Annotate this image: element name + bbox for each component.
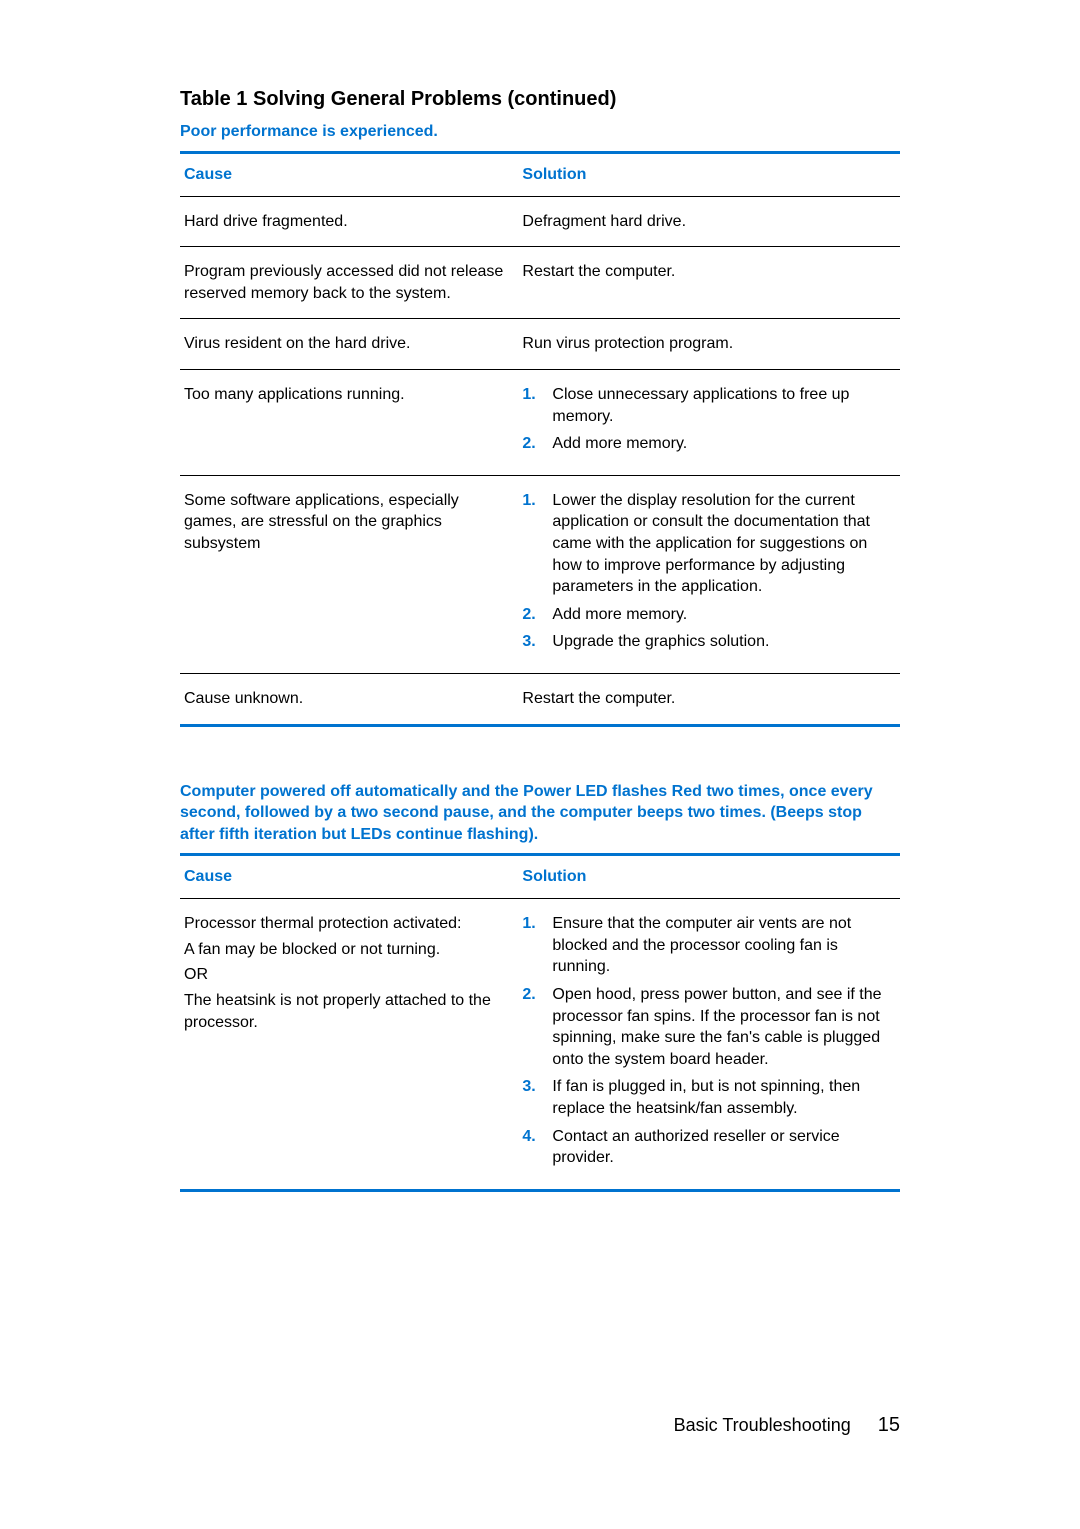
list-number: 1. [522, 384, 552, 433]
cause-line: Processor thermal protection activated: [184, 913, 514, 935]
solution-cell: Run virus protection program. [518, 319, 900, 370]
table-caption: Table 1 Solving General Problems (contin… [180, 88, 900, 111]
solution-cell: Restart the computer. [518, 673, 900, 725]
problem-heading-1: Poor performance is experienced. [180, 121, 900, 143]
table-row: Cause unknown. Restart the computer. [180, 673, 900, 725]
footer-page-number: 15 [878, 1414, 900, 1436]
cause-line: A fan may be blocked or not turning. [184, 939, 514, 961]
table-title: Solving General Problems (continued) [253, 88, 616, 110]
problem-heading-2: Computer powered off automatically and t… [180, 781, 900, 846]
list-number: 3. [522, 1076, 552, 1125]
numbered-list: 1.Lower the display resolution for the c… [522, 490, 896, 659]
cause-line: OR [184, 964, 514, 986]
page: Table 1 Solving General Problems (contin… [0, 0, 1080, 1529]
solution-cell: 1.Close unnecessary applications to free… [518, 369, 900, 475]
list-number: 3. [522, 631, 552, 659]
cause-line: The heatsink is not properly attached to… [184, 990, 514, 1033]
col-header-solution: Solution [518, 855, 900, 899]
numbered-list: 1.Close unnecessary applications to free… [522, 384, 896, 461]
list-text: Open hood, press power button, and see i… [552, 984, 896, 1076]
table-number: Table 1 [180, 88, 253, 110]
table-row: Hard drive fragmented. Defragment hard d… [180, 196, 900, 247]
cause-cell: Virus resident on the hard drive. [180, 319, 518, 370]
numbered-list: 1.Ensure that the computer air vents are… [522, 913, 896, 1175]
list-text: Contact an authorized reseller or servic… [552, 1126, 896, 1175]
list-number: 2. [522, 433, 552, 461]
list-text: Ensure that the computer air vents are n… [552, 913, 896, 984]
section-gap [180, 727, 900, 775]
list-number: 2. [522, 604, 552, 632]
cause-cell: Program previously accessed did not rele… [180, 247, 518, 319]
list-number: 4. [522, 1126, 552, 1175]
solution-cell: Restart the computer. [518, 247, 900, 319]
cause-cell: Processor thermal protection activated: … [180, 899, 518, 1191]
col-header-cause: Cause [180, 855, 518, 899]
solution-cell: 1.Ensure that the computer air vents are… [518, 899, 900, 1191]
list-number: 1. [522, 490, 552, 604]
solution-cell: Defragment hard drive. [518, 196, 900, 247]
list-text: Lower the display resolution for the cur… [552, 490, 896, 604]
list-text: Upgrade the graphics solution. [552, 631, 896, 659]
cause-cell: Too many applications running. [180, 369, 518, 475]
cause-cell: Cause unknown. [180, 673, 518, 725]
table-row: Virus resident on the hard drive. Run vi… [180, 319, 900, 370]
troubleshooting-table-2: Cause Solution Processor thermal protect… [180, 853, 900, 1192]
solution-cell: 1.Lower the display resolution for the c… [518, 475, 900, 673]
cause-cell: Hard drive fragmented. [180, 196, 518, 247]
table-row: Processor thermal protection activated: … [180, 899, 900, 1191]
table-row: Program previously accessed did not rele… [180, 247, 900, 319]
list-text: Close unnecessary applications to free u… [552, 384, 896, 433]
footer-section-name: Basic Troubleshooting [674, 1415, 851, 1435]
table-row: Too many applications running. 1.Close u… [180, 369, 900, 475]
list-text: Add more memory. [552, 433, 896, 461]
troubleshooting-table-1: Cause Solution Hard drive fragmented. De… [180, 151, 900, 727]
list-text: If fan is plugged in, but is not spinnin… [552, 1076, 896, 1125]
list-number: 1. [522, 913, 552, 984]
list-text: Add more memory. [552, 604, 896, 632]
col-header-cause: Cause [180, 152, 518, 196]
list-number: 2. [522, 984, 552, 1076]
col-header-solution: Solution [518, 152, 900, 196]
table-row: Some software applications, especially g… [180, 475, 900, 673]
cause-cell: Some software applications, especially g… [180, 475, 518, 673]
page-footer: Basic Troubleshooting 15 [674, 1414, 900, 1437]
